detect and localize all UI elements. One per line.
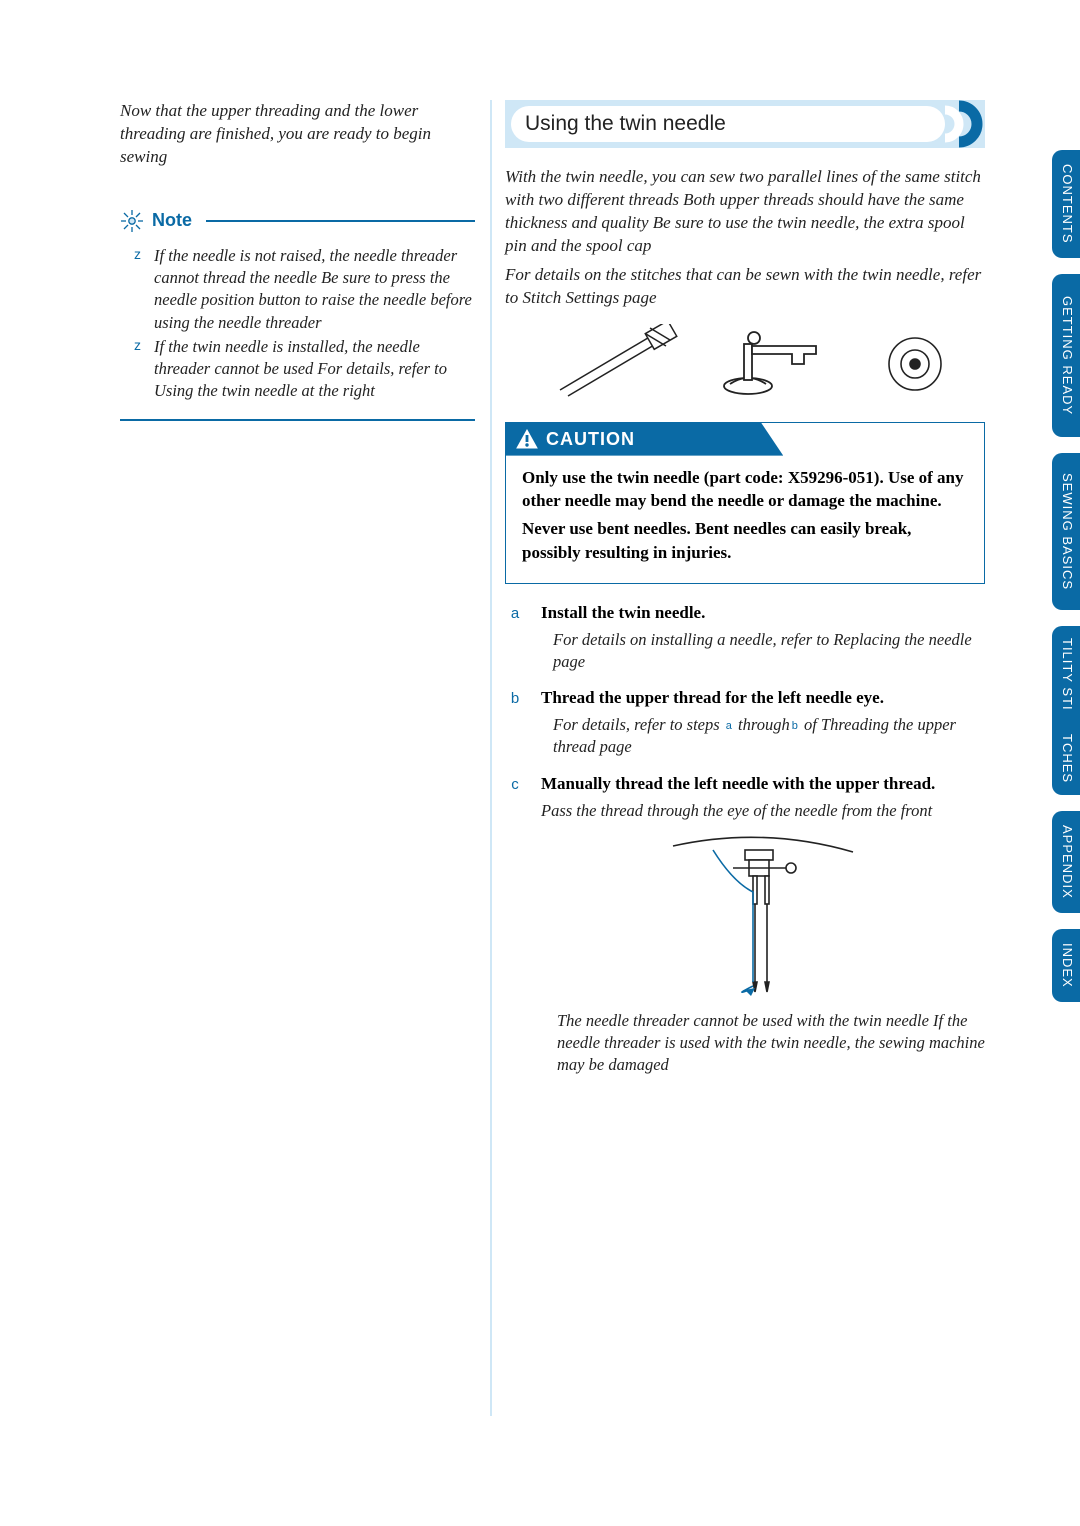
note-list: If the needle is not raised, the needle … — [120, 239, 475, 419]
spool-cap-icon — [880, 329, 950, 399]
caution-box: CAUTION Only use the twin needle (part c… — [505, 422, 985, 584]
section-title: Using the twin needle — [511, 106, 945, 142]
warning-icon — [516, 429, 538, 449]
step-footnote: The needle threader cannot be used with … — [541, 1010, 985, 1077]
inline-marker: a — [724, 720, 734, 732]
step-a: a Install the twin needle. For details o… — [505, 602, 985, 673]
tab-part: TILITY STI — [1052, 626, 1080, 723]
note-label: Note — [152, 210, 192, 231]
step-marker: a — [505, 602, 525, 673]
tab-appendix[interactable]: APPENDIX — [1052, 811, 1080, 913]
page-content: Now that the upper threading and the low… — [0, 0, 1080, 1151]
caution-line-2: Never use bent needles. Bent needles can… — [522, 517, 968, 565]
step-title: Install the twin needle. — [541, 602, 985, 625]
tab-index[interactable]: INDEX — [1052, 929, 1080, 1002]
step-sub: For details, refer to steps a throughb o… — [541, 714, 985, 759]
note-top-rule — [206, 220, 475, 222]
note-item: If the needle is not raised, the needle … — [134, 245, 475, 334]
step-c: c Manually thread the left needle with t… — [505, 773, 985, 1077]
tab-sewing-basics[interactable]: SEWING BASICS — [1052, 453, 1080, 610]
twin-needle-icon — [540, 324, 680, 404]
note-item: If the twin needle is installed, the nee… — [134, 336, 475, 403]
step-content: Install the twin needle. For details on … — [541, 602, 985, 673]
threading-figure — [541, 832, 985, 1002]
step-marker: c — [505, 773, 525, 1077]
step-title: Manually thread the left needle with the… — [541, 773, 985, 796]
caution-body: Only use the twin needle (part code: X59… — [506, 456, 984, 583]
right-intro-2: For details on the stitches that can be … — [505, 264, 985, 310]
tab-utility-stitches[interactable]: TILITY STI TCHES — [1052, 626, 1080, 796]
step-content: Thread the upper thread for the left nee… — [541, 687, 985, 758]
step-b: b Thread the upper thread for the left n… — [505, 687, 985, 758]
tab-part: TCHES — [1052, 722, 1080, 795]
step-sub: For details on installing a needle, refe… — [541, 629, 985, 674]
caution-label-wrap: CAUTION — [506, 423, 783, 456]
note-header: Note — [120, 209, 475, 233]
step-sub: Pass the thread through the eye of the n… — [541, 800, 985, 822]
tab-contents[interactable]: CONTENTS — [1052, 150, 1080, 258]
step-marker: b — [505, 687, 525, 758]
caution-line-1: Only use the twin needle (part code: X59… — [522, 466, 968, 514]
section-tail-icon — [941, 100, 985, 148]
sparkle-icon — [120, 209, 144, 233]
step-sub-pre: For details, refer to steps — [553, 715, 724, 734]
caution-label: CAUTION — [546, 429, 635, 450]
step-title: Thread the upper thread for the left nee… — [541, 687, 985, 710]
inline-marker: b — [790, 720, 800, 732]
step-content: Manually thread the left needle with the… — [541, 773, 985, 1077]
left-intro-text: Now that the upper threading and the low… — [120, 100, 475, 169]
step-sub-mid: through — [734, 715, 790, 734]
tab-getting-ready[interactable]: GETTING READY — [1052, 274, 1080, 437]
side-tabs: CONTENTS GETTING READY SEWING BASICS TIL… — [1052, 150, 1080, 1002]
caution-head: CAUTION — [506, 423, 984, 456]
note-bottom-rule — [120, 419, 475, 421]
right-intro-1: With the twin needle, you can sew two pa… — [505, 166, 985, 258]
left-column: Now that the upper threading and the low… — [120, 100, 475, 1091]
spool-pin-icon — [720, 324, 840, 404]
accessory-figures — [505, 324, 985, 404]
section-heading: Using the twin needle — [505, 100, 985, 148]
note-box: Note If the needle is not raised, the ne… — [120, 209, 475, 421]
right-column: Using the twin needle With the twin need… — [505, 100, 985, 1091]
